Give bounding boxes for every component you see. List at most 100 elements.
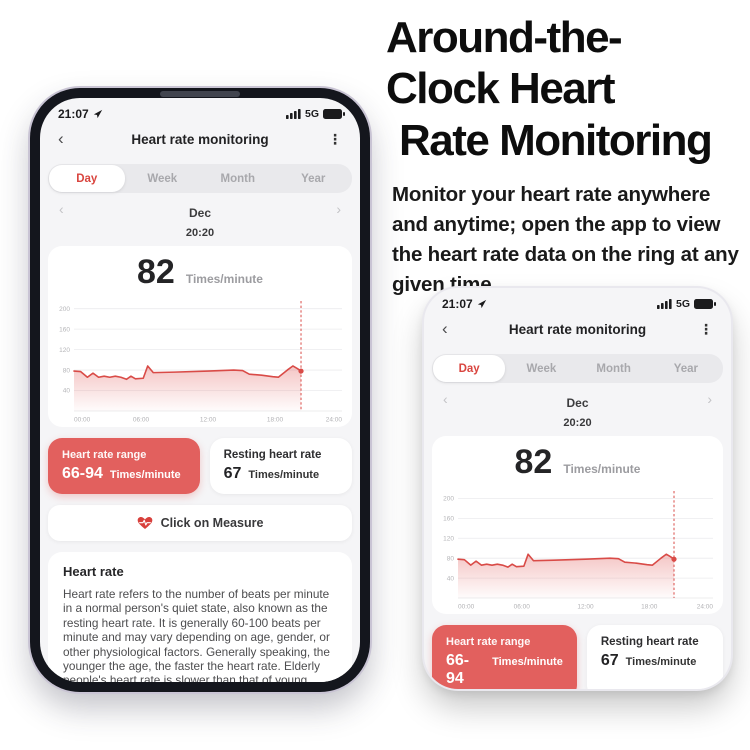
svg-text:06:00: 06:00 <box>133 417 150 424</box>
tab-month[interactable]: Month <box>220 172 255 185</box>
status-time: 21:07 <box>442 297 473 311</box>
svg-text:24:00: 24:00 <box>326 417 343 424</box>
svg-text:12:00: 12:00 <box>200 417 217 424</box>
svg-text:160: 160 <box>443 516 454 523</box>
app-title: Heart rate monitoring <box>131 132 269 147</box>
month-label: Dec <box>566 396 589 410</box>
phone-mockup-secondary: 21:07 5G ‹ Heart rate monitoring ⋮ Day W… <box>424 288 731 689</box>
range-card-value: 66-94 <box>62 465 103 482</box>
svg-text:24:00: 24:00 <box>697 604 714 611</box>
back-icon[interactable]: ‹ <box>442 319 448 338</box>
resting-heart-rate-card: Resting heart rate 67 Times/minute <box>209 438 352 494</box>
page-title-line: Clock Heart <box>386 64 616 114</box>
svg-text:06:00: 06:00 <box>514 604 531 611</box>
period-tabs: Day Week Month Year <box>432 354 723 383</box>
next-month-icon[interactable]: › <box>707 391 712 407</box>
range-card-unit: Times/minute <box>492 656 563 668</box>
measure-button[interactable]: Click on Measure <box>48 505 352 541</box>
signal-bars-icon <box>656 299 672 309</box>
tab-day[interactable]: Day <box>433 355 506 382</box>
heart-rate-range-card: Heart rate range 66-94 Times/minute <box>432 625 577 689</box>
prev-month-icon[interactable]: ‹ <box>59 201 64 217</box>
month-label: Dec <box>188 206 211 220</box>
signal-bars-icon <box>285 109 301 119</box>
page-title-line: Around-the- <box>386 13 623 62</box>
tab-week[interactable]: Week <box>526 362 557 375</box>
next-month-icon[interactable]: › <box>336 201 341 217</box>
resting-card-title: Resting heart rate <box>223 449 322 461</box>
resting-card-value: 67 <box>600 652 619 669</box>
svg-text:00:00: 00:00 <box>458 604 475 611</box>
reading-time: 20:20 <box>185 227 215 239</box>
svg-text:18:00: 18:00 <box>267 417 284 424</box>
period-tabs: Day Week Month Year <box>48 164 352 193</box>
resting-card-value: 67 <box>223 465 242 482</box>
info-body: Heart rate refers to the number of beats… <box>63 587 330 682</box>
app-header: ‹ Heart rate monitoring ⋮ <box>40 129 360 152</box>
heart-rate-chart[interactable]: 40 80 120 160 200 00:00 06:00 12:00 18:00 24:00 <box>436 483 719 612</box>
tab-month[interactable]: Month <box>596 362 631 375</box>
range-card-value: 66-94 <box>446 652 470 687</box>
resting-heart-rate-card: Resting heart rate 67 Times/minute <box>586 625 723 689</box>
location-arrow-icon <box>477 299 486 309</box>
tab-week[interactable]: Week <box>147 172 178 185</box>
tab-day[interactable]: Day <box>49 165 125 192</box>
svg-text:80: 80 <box>63 367 71 374</box>
app-screen: 21:07 5G ‹ Heart rate monitoring ⋮ Day W… <box>40 98 360 682</box>
svg-text:200: 200 <box>443 496 454 503</box>
phone-speaker-slot <box>160 91 240 97</box>
date-navigation: ‹ Dec › <box>40 201 360 220</box>
prev-month-icon[interactable]: ‹ <box>443 391 448 407</box>
chart-card: 82 Times/minute 40 80 120 160 200 00:00 06:00 1… <box>48 246 352 427</box>
heart-pulse-icon <box>137 517 152 529</box>
resting-card-title: Resting heart rate <box>600 636 699 648</box>
date-navigation: ‹ Dec › <box>424 391 731 410</box>
resting-card-unit: Times/minute <box>625 656 697 668</box>
resting-card-unit: Times/minute <box>248 469 320 481</box>
range-card-title: Heart rate range <box>446 636 531 648</box>
status-time: 21:07 <box>58 107 89 121</box>
app-title: Heart rate monitoring <box>508 322 647 337</box>
svg-text:18:00: 18:00 <box>641 604 658 611</box>
phone-mockup-primary: 21:07 5G ‹ Heart rate monitoring ⋮ Day W… <box>30 88 370 692</box>
svg-text:40: 40 <box>63 388 71 395</box>
app-header: ‹ Heart rate monitoring ⋮ <box>424 319 731 342</box>
page-description: Monitor your heart rate anywhere and any… <box>392 183 739 297</box>
heart-rate-info-section: Heart rate Heart rate refers to the numb… <box>48 552 352 682</box>
battery-icon <box>694 299 716 309</box>
info-title: Heart rate <box>63 564 124 579</box>
heart-rate-range-card: Heart rate range 66-94 Times/minute <box>48 438 200 494</box>
kebab-menu-icon[interactable]: ⋮ <box>699 321 713 337</box>
tab-year[interactable]: Year <box>673 362 699 375</box>
svg-text:120: 120 <box>59 347 70 354</box>
location-arrow-icon <box>93 109 102 119</box>
stats-cards: Heart rate range 66-94 Times/minute Rest… <box>432 625 723 689</box>
svg-text:40: 40 <box>447 575 455 582</box>
measure-button-label: Click on Measure <box>160 516 264 530</box>
status-bar: 21:07 5G <box>424 288 731 311</box>
svg-text:00:00: 00:00 <box>74 417 91 424</box>
svg-text:12:00: 12:00 <box>577 604 594 611</box>
tab-year[interactable]: Year <box>301 172 326 185</box>
range-card-unit: Times/minute <box>109 469 181 481</box>
current-heart-rate: 82 <box>137 253 175 291</box>
heart-rate-chart[interactable]: 40 80 120 160 200 00:00 06:00 12:00 18:00 24:00 <box>52 293 348 425</box>
battery-icon <box>323 109 345 119</box>
svg-text:120: 120 <box>443 535 454 542</box>
back-icon[interactable]: ‹ <box>58 129 64 148</box>
status-bar: 21:07 5G <box>40 98 360 121</box>
page-title: Around-the- Clock Heart Rate Monitoring <box>386 12 750 166</box>
svg-text:200: 200 <box>59 306 70 313</box>
current-heart-rate-unit: Times/minute <box>563 462 641 476</box>
current-heart-rate: 82 <box>514 443 553 481</box>
svg-text:80: 80 <box>447 555 455 562</box>
network-label: 5G <box>304 108 319 120</box>
svg-text:160: 160 <box>59 326 70 333</box>
reading-time: 20:20 <box>563 417 592 429</box>
current-heart-rate-unit: Times/minute <box>185 272 263 286</box>
page-title-line: Rate Monitoring <box>399 115 713 165</box>
network-label: 5G <box>675 298 690 310</box>
kebab-menu-icon[interactable]: ⋮ <box>328 131 342 147</box>
range-card-title: Heart rate range <box>62 449 147 461</box>
stats-cards: Heart rate range 66-94 Times/minute Rest… <box>48 438 352 494</box>
